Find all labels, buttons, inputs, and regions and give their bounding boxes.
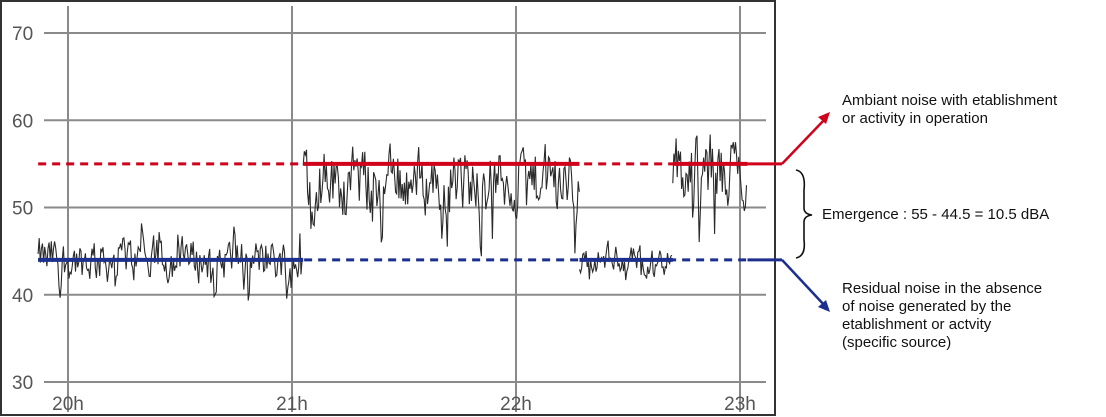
emergence-annotation: Emergence : 55 - 44.5 = 10.5 dBA xyxy=(822,206,1092,224)
ambient-annotation-line-1: Ambiant noise with etablishment xyxy=(842,92,1058,109)
y-tick-40: 40 xyxy=(12,286,33,307)
noise-segment-3 xyxy=(672,134,748,243)
level-lines xyxy=(38,161,748,262)
y-tick-50: 50 xyxy=(12,199,33,220)
ambient-annotation-line-2: or activity in operation xyxy=(842,110,988,127)
residual-annotation-line-4: (specific source) xyxy=(842,334,952,351)
emergence-annotation-text: Emergence : 55 - 44.5 = 10.5 dBA xyxy=(822,206,1050,223)
x-tick-20h: 20h xyxy=(52,394,84,415)
x-tick-21h: 21h xyxy=(276,394,308,415)
annotation-arrows xyxy=(747,112,830,312)
residual-annotation-line-3: etablishment or actvity xyxy=(842,316,992,333)
ambient-annotation: Ambiant noise with etablishment or activ… xyxy=(842,92,1092,128)
residual-annotation-line-1: Residual noise in the absence xyxy=(842,280,1043,297)
y-tick-70: 70 xyxy=(12,24,33,45)
noise-segment-0 xyxy=(37,223,303,301)
residual-arrow-head xyxy=(818,300,830,312)
y-tick-30: 30 xyxy=(12,373,33,394)
noise-segment-1 xyxy=(302,143,580,257)
ambient-arrow-head xyxy=(818,112,830,124)
x-tick-23h: 23h xyxy=(724,394,756,415)
residual-annotation-line-2: of noise generated by the xyxy=(842,298,1012,315)
grid xyxy=(44,6,766,412)
residual-arrow-shaft xyxy=(781,258,827,308)
ambient-arrow-shaft xyxy=(781,117,827,165)
x-tick-22h: 22h xyxy=(500,394,532,415)
emergence-brace xyxy=(795,169,813,259)
residual-annotation: Residual noise in the absence of noise g… xyxy=(842,280,1092,352)
y-tick-60: 60 xyxy=(12,111,33,132)
tick-labels: 30 40 50 60 70 20h 21h 22h 23h xyxy=(12,24,756,415)
